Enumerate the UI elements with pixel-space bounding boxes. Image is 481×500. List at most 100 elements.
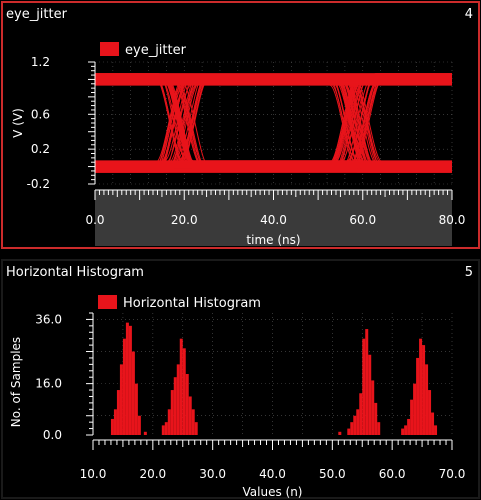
legend-label: Horizontal Histogram	[123, 296, 261, 311]
eye-jitter-panel[interactable]: eye_jitter 4 0.0 20.0 40.0 60.0 80.0 1.2 0.6 0.…	[0, 0, 481, 250]
eye-trace	[95, 81, 452, 170]
histogram-bar	[374, 402, 378, 435]
eye-trace	[95, 73, 452, 162]
legend-swatch	[98, 295, 117, 309]
series-horizontal-histogram	[110, 322, 438, 435]
x-tick-label: 30.0	[199, 467, 226, 481]
eye-trace	[95, 73, 452, 162]
histogram-bar	[128, 325, 132, 435]
y-tick-label: 16.0	[35, 377, 62, 391]
histogram-bar	[365, 329, 369, 435]
y-axis-label: V (V)	[11, 108, 25, 138]
histogram-bar	[404, 425, 408, 435]
histogram-bar	[425, 364, 429, 435]
histogram-bar	[170, 390, 174, 435]
panel-number: 4	[464, 7, 473, 22]
panel-title: eye_jitter	[6, 7, 67, 22]
eye-trace	[95, 79, 452, 168]
histogram-bar	[377, 422, 381, 435]
y-tick-label: 1.2	[31, 55, 50, 69]
panel-title: Horizontal Histogram	[6, 265, 144, 280]
x-tick-label: 40.0	[259, 467, 286, 481]
eye-trace	[95, 78, 452, 168]
histogram-bar	[122, 338, 126, 435]
x-tick-label: 80.0	[439, 213, 466, 227]
y-tick-label: 36.0	[35, 312, 62, 326]
eye-trace	[95, 75, 452, 164]
x-tick-label: 0.0	[85, 213, 104, 227]
grid	[92, 313, 453, 435]
x-tick-label: 70.0	[439, 467, 466, 481]
histogram-bar	[419, 338, 423, 435]
histogram-bar	[167, 409, 171, 435]
histogram-bar	[113, 409, 117, 435]
histogram-bar	[410, 399, 414, 435]
panel-divider	[0, 250, 481, 258]
x-ticks	[94, 190, 453, 200]
horizontal-histogram-panel[interactable]: Horizontal Histogram 5 10.0 20.0 30.0 40.0 5…	[0, 258, 481, 500]
histogram-bar	[350, 422, 354, 435]
histogram-bar	[131, 351, 135, 435]
histogram-bar	[407, 418, 411, 435]
histogram-bar	[116, 390, 120, 435]
series-eye-jitter	[95, 73, 452, 173]
histogram-bar	[416, 357, 420, 435]
y-tick-label: 0.2	[31, 142, 50, 156]
x-axis-label: time (ns)	[246, 233, 300, 247]
histogram-bar	[422, 345, 426, 435]
eye-trace	[95, 79, 452, 168]
histogram-bar	[362, 338, 366, 435]
histogram-bar	[125, 322, 129, 435]
histogram-bar	[434, 425, 438, 435]
histogram-bar	[371, 380, 375, 435]
histogram-bar	[182, 348, 186, 435]
histogram-bar	[137, 415, 141, 435]
histogram-bar	[134, 383, 138, 435]
eye-trace	[95, 75, 452, 164]
histogram-bar	[143, 431, 147, 435]
eye-trace	[95, 75, 452, 164]
legend-label: eye_jitter	[125, 43, 187, 58]
x-tick-label: 10.0	[80, 467, 107, 481]
x-axis-label: Values (n)	[243, 485, 303, 499]
histogram-bar	[356, 409, 360, 435]
x-tick-label: 50.0	[319, 467, 346, 481]
x-tick-label: 20.0	[171, 213, 198, 227]
histogram-bar	[194, 422, 198, 435]
y-tick-label: 0.0	[43, 428, 62, 442]
y-tick-label: 0.6	[31, 107, 50, 121]
y-tick-label: -0.2	[27, 177, 50, 191]
histogram-bar	[353, 415, 357, 435]
x-tick-label: 40.0	[260, 213, 287, 227]
eye-trace	[95, 73, 452, 162]
histogram-bar	[431, 412, 435, 435]
eye-trace	[95, 82, 452, 172]
histogram-bar	[176, 364, 180, 435]
x-tick-label: 60.0	[349, 213, 376, 227]
histogram-bar	[119, 364, 123, 435]
histogram-bar	[413, 383, 417, 435]
y-axis-label: No. of Samples	[9, 337, 23, 427]
y-ticks	[86, 312, 93, 436]
panel-number: 5	[464, 265, 473, 280]
x-tick-label: 60.0	[379, 467, 406, 481]
y-ticks	[88, 61, 95, 185]
histogram-bar	[401, 428, 405, 435]
histogram-bar	[347, 428, 351, 435]
histogram-bar	[428, 390, 432, 435]
histogram-bar	[185, 374, 189, 435]
histogram-chart[interactable]: 10.0 20.0 30.0 40.0 50.0 60.0 70.0 36.0 16.0 0.0 V…	[0, 258, 481, 500]
eye-trace	[95, 77, 452, 166]
histogram-bar	[110, 418, 114, 435]
histogram-bar	[338, 431, 342, 435]
histogram-bar	[161, 425, 165, 435]
histogram-bar	[179, 338, 183, 435]
histogram-bar	[368, 354, 372, 435]
histogram-bar	[359, 393, 363, 435]
x-ticks	[92, 440, 453, 450]
eye-diagram-chart[interactable]: 0.0 20.0 40.0 60.0 80.0 1.2 0.6 0.2 -0.2 time (ns…	[0, 0, 481, 250]
histogram-bar	[164, 422, 168, 435]
histogram-bar	[191, 409, 195, 435]
histogram-bar	[188, 396, 192, 435]
x-tick-label: 20.0	[139, 467, 166, 481]
